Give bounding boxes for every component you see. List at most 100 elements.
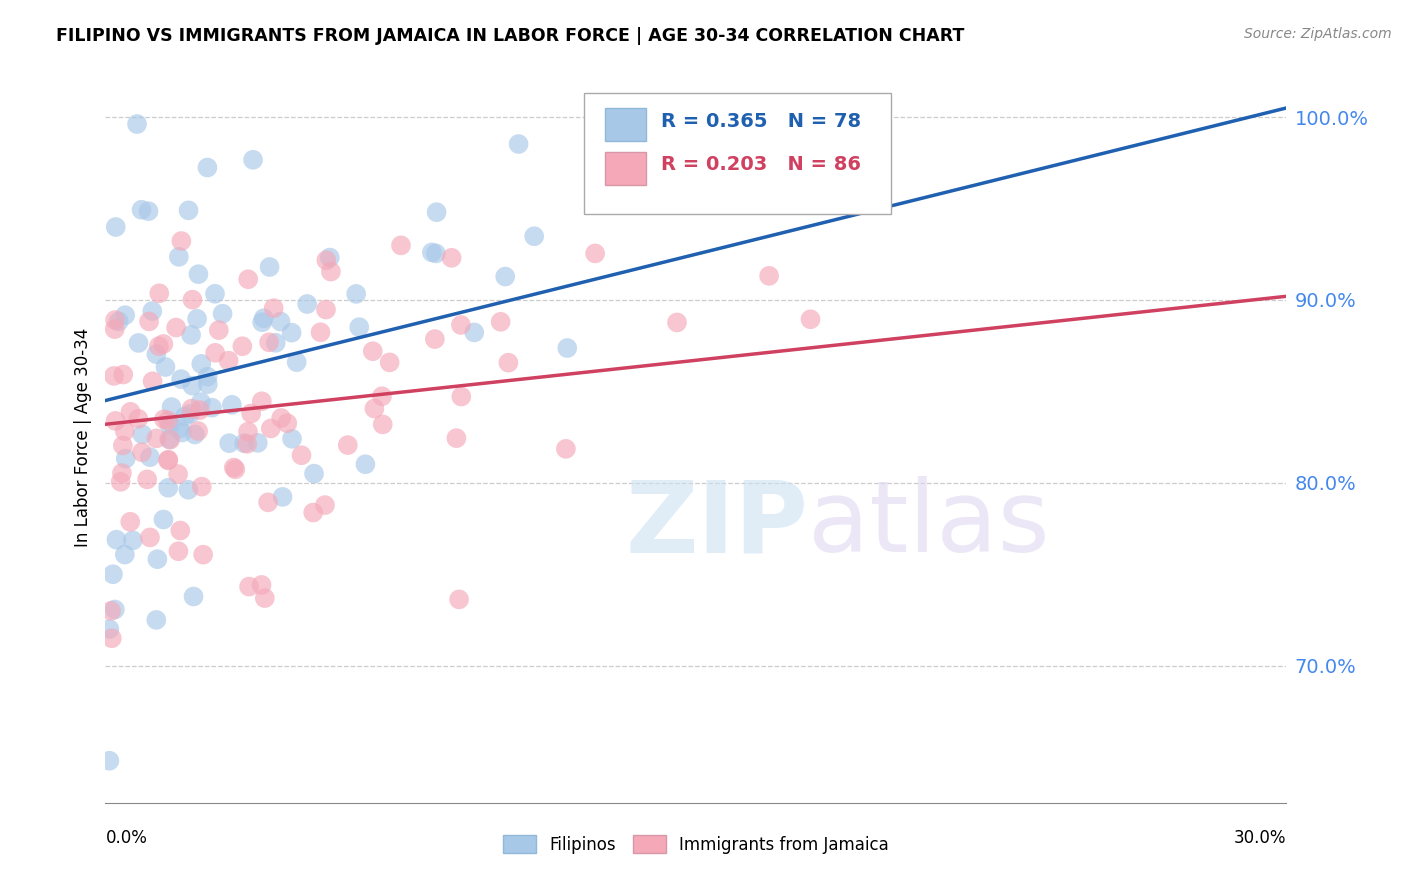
Point [156, 414, 179, 428]
Point [188, 403, 211, 417]
Text: ZIP: ZIP [626, 476, 808, 574]
Point [141, 304, 163, 318]
Point [280, 326, 302, 340]
Point [148, 286, 170, 301]
Point [238, 272, 260, 286]
Point [257, 495, 280, 509]
Point [167, 250, 190, 264]
Point [295, 297, 318, 311]
Point [319, 264, 342, 278]
Point [170, 234, 193, 248]
Point [105, 533, 128, 547]
Point [253, 591, 276, 605]
Point [101, 567, 124, 582]
Point [157, 453, 180, 467]
Point [114, 308, 136, 322]
Point [157, 481, 180, 495]
Point [371, 417, 394, 432]
Point [104, 322, 127, 336]
FancyBboxPatch shape [605, 108, 647, 141]
Point [494, 269, 516, 284]
Point [271, 490, 294, 504]
Point [103, 368, 125, 383]
Point [190, 357, 212, 371]
Point [344, 286, 367, 301]
Point [463, 326, 485, 340]
Point [174, 409, 197, 424]
Point [218, 353, 240, 368]
Text: 30.0%: 30.0% [1234, 829, 1286, 847]
Point [354, 457, 377, 471]
Point [231, 339, 253, 353]
Point [389, 238, 412, 252]
Point [666, 315, 689, 329]
Point [139, 450, 162, 465]
Y-axis label: In Labor Force | Age 30-34: In Labor Force | Age 30-34 [75, 327, 93, 547]
Point [139, 530, 162, 544]
Point [98, 754, 121, 768]
Point [302, 467, 325, 481]
Point [104, 414, 127, 428]
Point [104, 313, 127, 327]
Point [100, 604, 122, 618]
Text: 0.0%: 0.0% [105, 829, 148, 847]
Point [489, 315, 512, 329]
Point [169, 524, 191, 538]
Point [523, 229, 546, 244]
Point [157, 452, 180, 467]
Point [181, 378, 204, 392]
Point [187, 267, 209, 281]
Point [146, 552, 169, 566]
Point [314, 498, 336, 512]
Point [315, 302, 337, 317]
Point [620, 101, 643, 115]
Point [498, 356, 520, 370]
Point [246, 435, 269, 450]
Point [363, 401, 385, 416]
Point [145, 613, 167, 627]
Point [131, 445, 153, 459]
FancyBboxPatch shape [605, 152, 647, 185]
Point [302, 506, 325, 520]
Point [131, 427, 153, 442]
Point [111, 438, 134, 452]
Point [181, 293, 204, 307]
Point [423, 332, 446, 346]
Point [508, 136, 530, 151]
Point [191, 480, 214, 494]
Point [260, 421, 283, 435]
Point [336, 438, 359, 452]
Point [309, 326, 332, 340]
Point [110, 475, 132, 489]
Point [450, 390, 472, 404]
Point [554, 442, 576, 456]
Point [160, 400, 183, 414]
Point [270, 314, 292, 328]
Point [440, 251, 463, 265]
Point [152, 512, 174, 526]
Point [170, 425, 193, 440]
Point [236, 425, 259, 439]
Point [446, 431, 468, 445]
Point [378, 355, 401, 369]
Point [152, 337, 174, 351]
Point [281, 432, 304, 446]
Point [250, 578, 273, 592]
Point [114, 424, 136, 438]
Point [98, 622, 121, 636]
Point [222, 460, 245, 475]
Point [153, 412, 176, 426]
Point [425, 246, 447, 260]
Point [114, 548, 136, 562]
Point [315, 253, 337, 268]
Point [155, 359, 177, 374]
Point [204, 346, 226, 360]
Point [104, 219, 127, 234]
Point [555, 341, 578, 355]
Point [233, 436, 256, 450]
Point [131, 202, 153, 217]
Text: R = 0.365   N = 78: R = 0.365 N = 78 [661, 112, 860, 130]
Point [259, 260, 281, 274]
Point [197, 369, 219, 384]
Point [221, 398, 243, 412]
